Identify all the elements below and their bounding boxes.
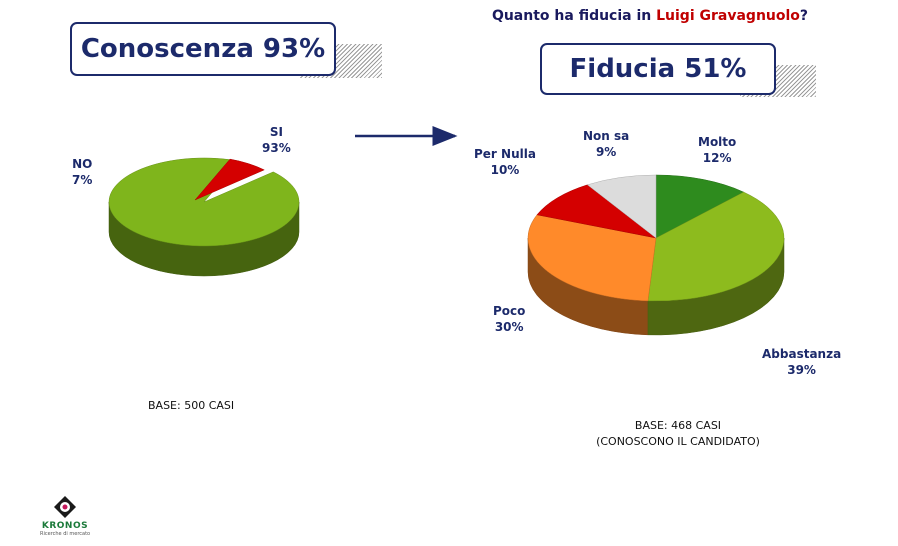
label-poco-value: 30%: [494, 320, 524, 334]
awareness-pie: [108, 157, 300, 277]
label-per-nulla: Per Nulla 10%: [474, 146, 536, 178]
logo-tagline: Ricerche di mercato: [40, 531, 91, 537]
label-abbastanza-name: Abbastanza: [762, 347, 842, 361]
label-abbastanza: Abbastanza 39%: [762, 346, 841, 378]
trust-slice-non-sa: [586, 174, 657, 239]
kronos-logo-icon: [54, 496, 76, 518]
kronos-logo: KRONOS Ricerche di mercato: [40, 495, 90, 537]
trust-slice-abbastanza: [647, 191, 785, 302]
label-molto-value: 12%: [702, 151, 732, 165]
candidate-name: Luigi Gravagnuolo: [656, 8, 800, 24]
label-non-sa: Non sa 9%: [583, 128, 629, 160]
label-si-value: 93%: [262, 141, 291, 155]
base-right-note: (CONOSCONO IL CANDIDATO): [596, 435, 760, 448]
label-per-nulla-name: Per Nulla: [474, 147, 536, 161]
label-per-nulla-value: 10%: [490, 163, 520, 177]
label-no-name: NO: [72, 157, 93, 171]
logo-name: KRONOS: [41, 521, 89, 531]
label-molto-name: Molto: [698, 135, 737, 149]
trust-slice-molto: [655, 174, 745, 239]
awareness-slice-si: [108, 157, 300, 247]
awareness-box: Conoscenza 93%: [70, 22, 336, 76]
base-right: BASE: 468 CASI (CONOSCONO IL CANDIDATO): [578, 418, 778, 450]
awareness-slice-no: [194, 158, 265, 201]
base-left: BASE: 500 CASI: [148, 399, 235, 412]
label-si: SI 93%: [262, 124, 291, 156]
trust-box: Fiducia 51%: [540, 43, 776, 95]
trust-slice-poco: [527, 214, 657, 302]
trust-pie: [527, 174, 785, 336]
question-suffix: ?: [799, 8, 809, 24]
label-molto: Molto 12%: [698, 134, 736, 166]
label-non-sa-name: Non sa: [583, 129, 630, 143]
label-non-sa-value: 9%: [595, 145, 617, 159]
label-no: NO 7%: [72, 156, 92, 188]
base-right-count: BASE: 468 CASI: [634, 419, 722, 432]
label-poco: Poco 30%: [493, 303, 525, 335]
label-poco-name: Poco: [493, 304, 526, 318]
label-no-value: 7%: [72, 173, 93, 187]
chart-question: Quanto ha fiducia in Luigi Gravagnuolo?: [440, 8, 860, 24]
question-prefix: Quanto ha fiducia in: [491, 8, 657, 24]
trust-slice-per-nulla: [536, 184, 657, 239]
label-abbastanza-value: 39%: [787, 363, 816, 377]
label-si-name: SI: [269, 125, 283, 139]
